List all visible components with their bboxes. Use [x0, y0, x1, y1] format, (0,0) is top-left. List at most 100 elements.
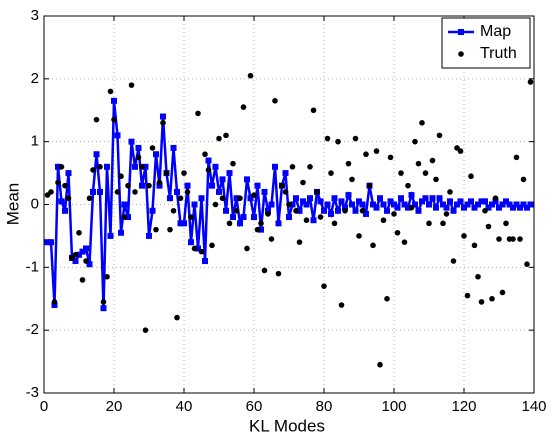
truth-dot	[363, 151, 369, 158]
map-marker	[55, 163, 61, 170]
truth-dot	[300, 179, 306, 186]
map-marker	[181, 220, 187, 227]
truth-dot	[289, 164, 296, 170]
map-marker	[440, 201, 446, 208]
map-marker	[443, 204, 450, 211]
map-marker	[503, 198, 509, 205]
map-marker	[125, 214, 131, 221]
map-marker	[247, 195, 254, 202]
map-marker	[447, 198, 453, 205]
truth-dot	[489, 295, 495, 302]
map-marker	[244, 176, 250, 183]
map-marker	[335, 207, 341, 214]
truth-dot	[139, 164, 145, 170]
truth-dot	[345, 160, 352, 167]
map-marker	[209, 182, 215, 189]
truth-dot	[370, 242, 376, 249]
map-marker	[160, 113, 166, 120]
map-marker	[62, 207, 68, 214]
map-marker	[230, 214, 236, 221]
map-marker	[83, 245, 89, 252]
map-marker	[205, 157, 212, 164]
map-marker	[212, 163, 219, 170]
truth-dot	[170, 207, 177, 214]
map-marker	[419, 198, 425, 205]
map-marker	[100, 305, 107, 312]
map-marker	[167, 195, 173, 202]
truth-dot	[191, 245, 198, 252]
truth-dot	[380, 217, 387, 224]
truth-dot	[230, 160, 236, 167]
map-marker	[391, 201, 397, 208]
map-marker	[265, 207, 271, 214]
map-marker	[198, 195, 205, 202]
truth-dot	[464, 292, 471, 299]
truth-dot	[408, 204, 415, 211]
map-marker	[377, 195, 383, 202]
truth-dot	[433, 176, 439, 183]
map-marker	[289, 201, 296, 208]
x-tick-label: 100	[381, 398, 406, 415]
map-marker	[65, 170, 72, 177]
truth-dot	[62, 182, 68, 189]
x-tick-label: 20	[106, 398, 123, 415]
map-marker	[387, 198, 394, 205]
map-marker	[461, 204, 467, 211]
map-marker	[275, 220, 282, 227]
y-tick-label: 3	[31, 7, 39, 24]
truth-dot	[76, 229, 82, 236]
truth-dot	[93, 116, 100, 123]
map-marker	[524, 204, 530, 211]
map-marker	[482, 198, 488, 205]
truth-dot	[314, 189, 320, 195]
truth-dot	[478, 299, 485, 305]
legend-marker	[458, 51, 464, 57]
truth-dot	[412, 138, 418, 145]
map-marker	[492, 198, 499, 205]
map-marker	[356, 198, 362, 205]
truth-dot	[321, 283, 327, 289]
truth-dot	[482, 207, 488, 214]
truth-dot	[205, 167, 212, 173]
map-marker	[223, 207, 229, 214]
x-tick-label: 140	[521, 398, 546, 415]
map-marker	[433, 204, 439, 211]
map-marker	[464, 201, 471, 208]
legend-label: Map	[480, 23, 511, 40]
truth-dot	[356, 233, 362, 239]
legend-marker	[458, 29, 464, 35]
map-marker	[58, 198, 65, 205]
truth-dot	[440, 220, 446, 227]
truth-dot	[342, 207, 348, 214]
truth-dot	[195, 110, 201, 117]
map-marker	[370, 201, 376, 208]
map-marker	[342, 204, 348, 211]
truth-dot	[83, 258, 89, 264]
truth-dot	[146, 182, 152, 189]
truth-dot	[156, 179, 163, 186]
map-marker	[317, 198, 324, 205]
map-marker	[394, 204, 401, 211]
truth-dot	[398, 170, 404, 176]
map-marker	[349, 201, 355, 208]
truth-dot	[247, 72, 254, 79]
truth-dot	[272, 98, 278, 104]
truth-dot	[450, 258, 457, 264]
truth-dot	[447, 189, 453, 195]
truth-dot	[212, 201, 219, 208]
truth-dot	[233, 207, 240, 214]
map-marker	[237, 220, 243, 227]
truth-dot	[513, 154, 520, 161]
map-marker	[226, 170, 233, 177]
truth-dot	[426, 220, 432, 227]
map-marker	[156, 182, 163, 189]
x-axis-label: KL Modes	[249, 416, 325, 435]
map-marker	[300, 198, 306, 205]
map-marker	[177, 220, 184, 227]
truth-dot	[111, 116, 117, 123]
map-marker	[254, 182, 261, 189]
truth-dot	[202, 151, 208, 158]
truth-dot	[317, 214, 324, 220]
map-marker	[520, 201, 527, 208]
map-marker	[373, 204, 380, 211]
